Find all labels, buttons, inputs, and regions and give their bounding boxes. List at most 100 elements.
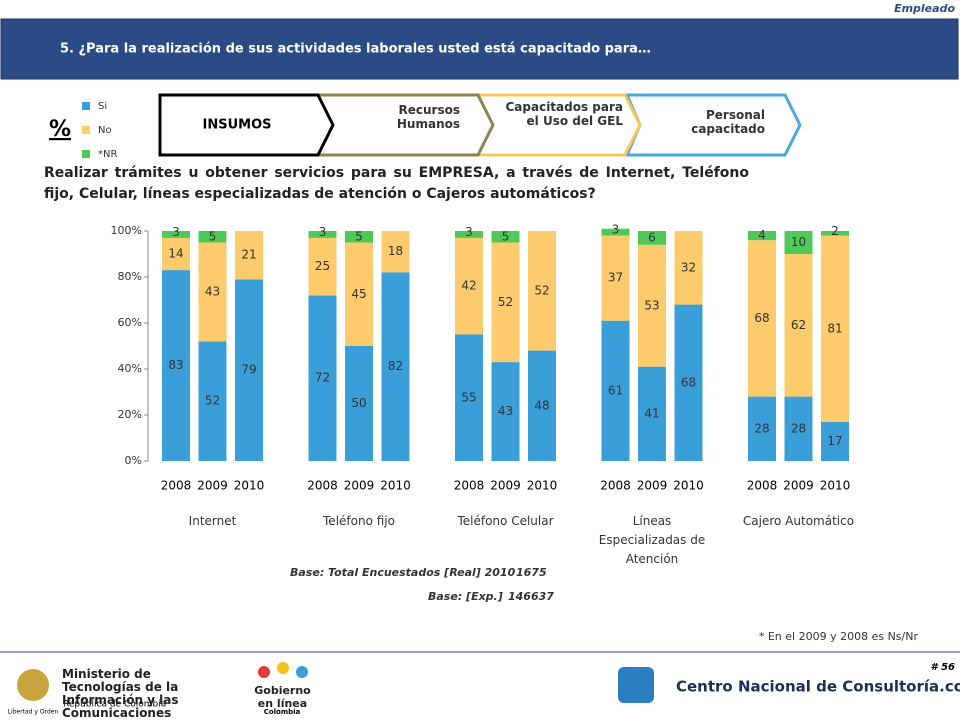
value-label: 21: [241, 248, 256, 262]
y-tick-label: 20%: [118, 408, 142, 421]
question: Realizar trámites u obtener servicios pa…: [44, 165, 749, 202]
bar-segment: [235, 279, 263, 461]
bar-segment: [455, 334, 483, 461]
value-label: 68: [681, 375, 696, 389]
x-tick-label: 2009: [783, 479, 814, 493]
x-tick-label: 2008: [161, 479, 192, 493]
value-label: 62: [791, 318, 806, 332]
x-tick-label: 2010: [380, 479, 411, 493]
republic: República de Colombia: [63, 700, 166, 710]
bar-segment: [345, 346, 373, 461]
group-label: Cajero Automático: [742, 514, 855, 528]
page-number: # 56: [931, 662, 955, 673]
value-label: 28: [791, 421, 806, 435]
value-label: 43: [205, 284, 220, 298]
x-tick-label: 2010: [234, 479, 265, 493]
ministry: Ministerio de Tecnologías de la Informac…: [62, 667, 179, 720]
value-label: 3: [465, 225, 473, 239]
bar-segment: [638, 244, 666, 367]
value-label: 82: [388, 359, 403, 373]
bar-segment: [198, 242, 227, 342]
header-bar: [0, 18, 959, 80]
x-tick-label: 2008: [454, 479, 485, 493]
value-label: 5: [502, 229, 510, 243]
value-label: 37: [608, 271, 623, 285]
bar-segment: [235, 231, 263, 280]
group-label: Teléfono Celular: [457, 514, 554, 528]
value-label: 79: [241, 363, 256, 377]
bar-segment: [491, 242, 520, 363]
bar-segment: [308, 295, 337, 461]
value-label: 72: [315, 371, 330, 385]
legend-swatch: [82, 126, 90, 134]
value-label: 81: [827, 321, 842, 335]
bar-segment: [198, 231, 227, 243]
bar-segment: [455, 237, 483, 335]
value-label: 41: [644, 406, 659, 420]
y-tick-label: 100%: [111, 224, 142, 237]
x-tick-label: 2009: [344, 479, 375, 493]
x-tick-label: 2008: [600, 479, 631, 493]
bar-segment: [748, 231, 776, 241]
bar-segment: [784, 231, 813, 254]
y-tick-label: 80%: [118, 270, 142, 283]
value-label: 55: [461, 390, 476, 404]
bar-segment: [162, 270, 190, 461]
value-label: 3: [612, 223, 620, 237]
value-label: 3: [319, 225, 327, 239]
x-tick-label: 2009: [197, 479, 228, 493]
bar-segment: [381, 272, 410, 461]
bar-segment: [784, 254, 813, 397]
value-label: 48: [534, 398, 549, 412]
bar-segment: [748, 396, 776, 461]
tab[interactable]: [158, 93, 335, 157]
bar-segment: [601, 320, 630, 461]
bar-segment: [308, 237, 337, 296]
bar-segment: [821, 231, 849, 236]
bar-segment: [345, 231, 373, 243]
bar-segment: [601, 228, 630, 236]
tab-label: INSUMOS: [203, 118, 272, 133]
value-label: 45: [351, 287, 366, 301]
motto: Libertad y Orden: [8, 709, 59, 716]
legend-label: Si: [98, 101, 107, 112]
x-tick-label: 2008: [307, 479, 338, 493]
value-label: 53: [644, 298, 659, 312]
value-label: 6: [648, 230, 656, 244]
bar-segment: [674, 304, 703, 461]
base-label: Base: Total Encuestados [Real] 2010: [290, 566, 516, 579]
tab-label: Capacitados para el Uso del GEL: [505, 100, 623, 128]
value-label: 4: [758, 228, 766, 242]
value-label: 3: [172, 225, 180, 239]
value-label: 42: [461, 279, 476, 293]
value-label: 52: [534, 283, 549, 297]
gel-icon: [277, 662, 289, 674]
y-tick-label: 0%: [125, 454, 142, 467]
legend-swatch: [82, 102, 90, 110]
group-label: Internet: [188, 514, 237, 528]
bar-segment: [308, 231, 337, 238]
base-label: Base: [Exp.]: [428, 590, 503, 603]
bar-segment: [601, 235, 630, 321]
x-tick-label: 2009: [637, 479, 668, 493]
x-tick-label: 2009: [490, 479, 521, 493]
legend-swatch: [82, 150, 90, 158]
value-label: 83: [168, 358, 183, 372]
legend-label: No: [98, 125, 112, 136]
y-tick-label: 60%: [118, 316, 142, 329]
cnc: Centro Nacional de Consultoría.com: [676, 678, 960, 696]
value-label: 18: [388, 244, 403, 258]
value-label: 50: [351, 396, 366, 410]
bar-segment: [381, 231, 410, 273]
bar-segment: [821, 235, 849, 422]
value-label: 14: [168, 247, 183, 261]
tag: Empleado: [894, 2, 955, 15]
x-tick-label: 2010: [527, 479, 558, 493]
bar-segment: [784, 396, 813, 461]
legend-title: %: [49, 117, 71, 142]
value-label: 10: [791, 235, 806, 249]
bar-segment: [638, 366, 666, 461]
value-label: 61: [608, 383, 623, 397]
tab-label: Personal capacitado: [691, 108, 765, 136]
